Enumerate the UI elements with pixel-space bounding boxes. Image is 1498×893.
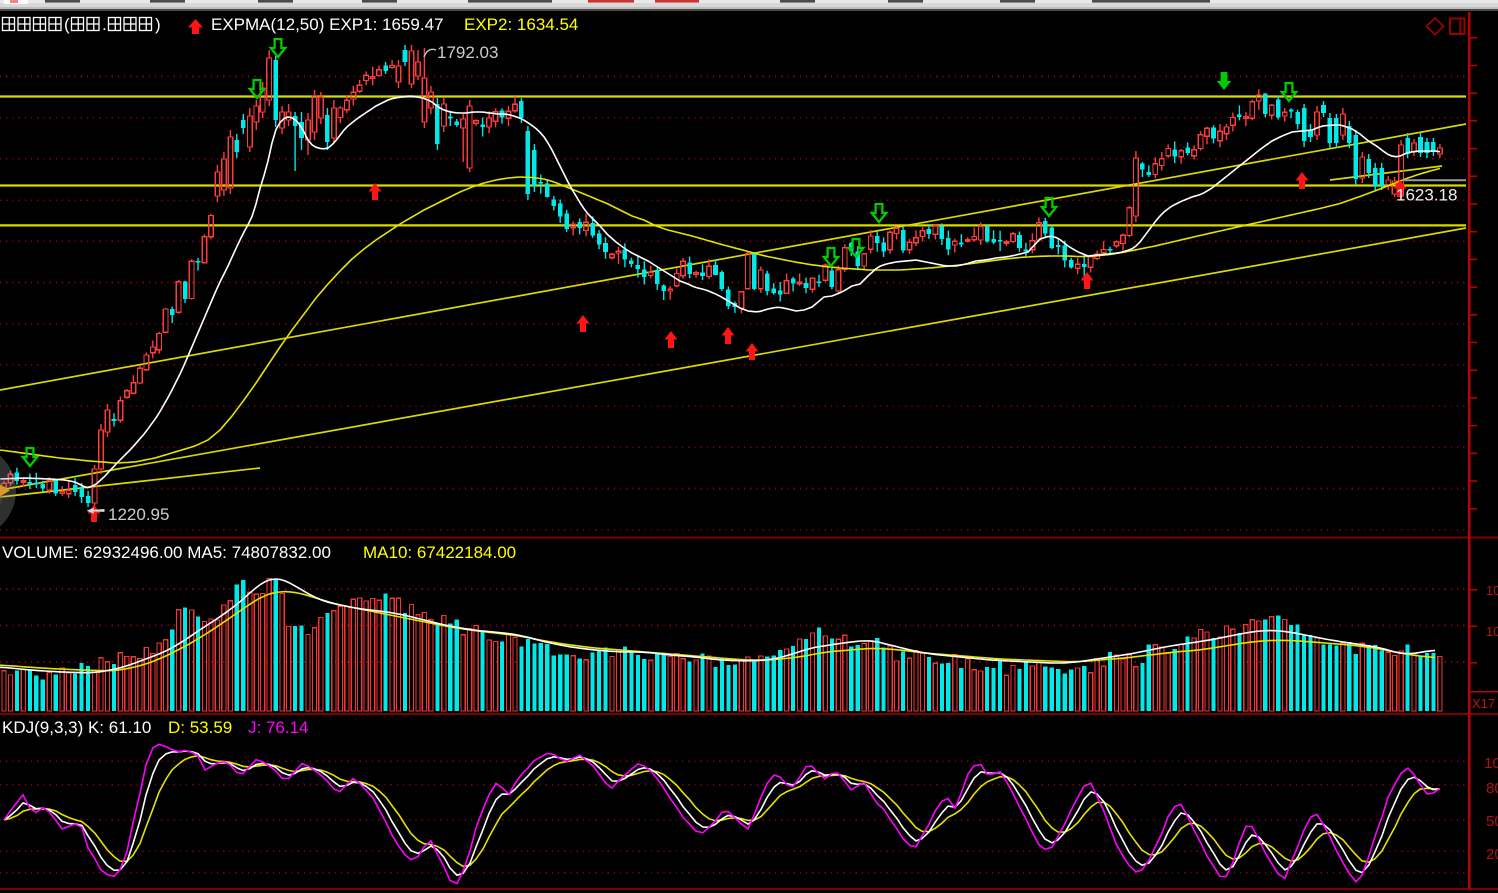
- svg-text:10: 10: [1486, 583, 1498, 598]
- svg-text:KDJ(9,3,3) K: 61.10: KDJ(9,3,3) K: 61.10: [2, 718, 151, 737]
- svg-text:J: 76.14: J: 76.14: [248, 718, 309, 737]
- svg-text:VOLUME: 62932496.00 MA5: 7480: VOLUME: 62932496.00 MA5: 74807832.00: [2, 543, 331, 562]
- svg-text:X17: X17: [1472, 696, 1495, 711]
- svg-text:EXPMA(12,50) EXP1: 1659.47: EXPMA(12,50) EXP1: 1659.47: [211, 15, 443, 34]
- svg-text:100: 100: [1484, 755, 1498, 772]
- svg-text:D: 53.59: D: 53.59: [168, 718, 232, 737]
- svg-text:(: (: [64, 15, 70, 34]
- svg-text:.: .: [102, 15, 107, 34]
- svg-text:50: 50: [1486, 813, 1498, 830]
- svg-text:80: 80: [1486, 780, 1498, 797]
- svg-text:10: 10: [1486, 624, 1498, 639]
- svg-text:EXP2: 1634.54: EXP2: 1634.54: [464, 15, 578, 34]
- svg-text:MA10: 67422184.00: MA10: 67422184.00: [363, 543, 516, 562]
- svg-text:1623.18: 1623.18: [1396, 186, 1457, 205]
- svg-text:1220.95: 1220.95: [108, 505, 169, 524]
- svg-text:20: 20: [1486, 846, 1498, 863]
- svg-text:): ): [155, 15, 161, 34]
- svg-text:1792.03: 1792.03: [437, 43, 498, 62]
